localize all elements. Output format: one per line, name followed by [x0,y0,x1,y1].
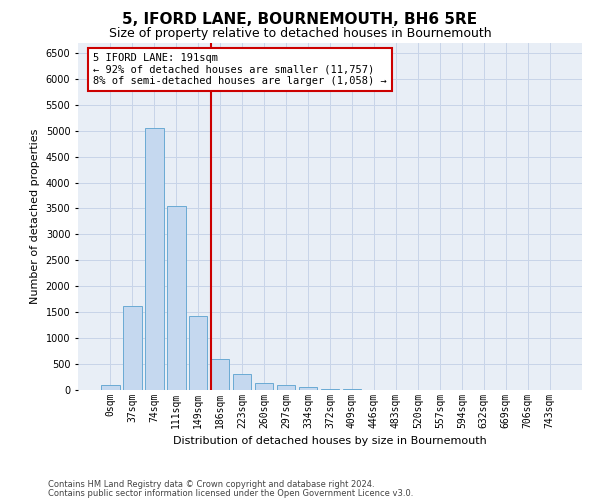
Bar [167,206,185,390]
Text: Contains HM Land Registry data © Crown copyright and database right 2024.: Contains HM Land Registry data © Crown c… [48,480,374,489]
Text: 5 IFORD LANE: 191sqm
← 92% of detached houses are smaller (11,757)
8% of semi-de: 5 IFORD LANE: 191sqm ← 92% of detached h… [93,53,387,86]
Bar [233,374,251,390]
Y-axis label: Number of detached properties: Number of detached properties [30,128,40,304]
X-axis label: Distribution of detached houses by size in Bournemouth: Distribution of detached houses by size … [173,436,487,446]
Bar [123,306,142,390]
Bar [189,316,208,390]
Text: 5, IFORD LANE, BOURNEMOUTH, BH6 5RE: 5, IFORD LANE, BOURNEMOUTH, BH6 5RE [122,12,478,28]
Bar [277,385,295,390]
Text: Contains public sector information licensed under the Open Government Licence v3: Contains public sector information licen… [48,488,413,498]
Bar [145,128,164,390]
Bar [101,385,119,390]
Text: Size of property relative to detached houses in Bournemouth: Size of property relative to detached ho… [109,28,491,40]
Bar [255,382,274,390]
Bar [211,359,229,390]
Bar [299,388,317,390]
Bar [320,389,340,390]
